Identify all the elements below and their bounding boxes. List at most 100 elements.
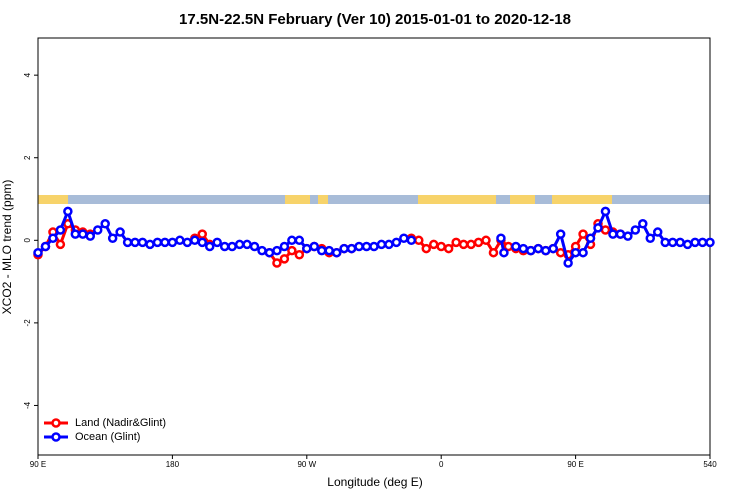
data-point [473, 237, 484, 248]
data-point [630, 225, 641, 235]
data-point [55, 225, 66, 235]
data-point [414, 235, 424, 246]
data-point [33, 247, 43, 258]
data-point [92, 225, 103, 235]
data-point [242, 239, 252, 250]
data-point [675, 237, 685, 248]
data-point [705, 237, 715, 248]
data-point [257, 245, 267, 256]
data-point [518, 243, 529, 254]
x-tick-label: 540 [703, 460, 717, 469]
land-mask-strip [38, 195, 710, 204]
data-point [354, 241, 364, 252]
data-point [697, 237, 708, 248]
data-point [294, 235, 305, 246]
data-point [428, 239, 439, 250]
data-point [197, 229, 208, 239]
data-point [309, 241, 320, 252]
data-point [406, 235, 417, 246]
data-point [399, 233, 409, 243]
y-tick-label: -4 [23, 401, 32, 409]
data-point [682, 239, 693, 250]
data-point [376, 239, 387, 250]
data-point [55, 239, 66, 250]
legend-marker [51, 432, 61, 442]
data-point [660, 237, 670, 248]
x-tick-label: 0 [439, 460, 444, 469]
data-point [443, 243, 454, 254]
data-point [279, 254, 290, 264]
data-point [204, 241, 215, 252]
data-point [458, 239, 469, 250]
data-point [623, 231, 633, 241]
data-point [115, 227, 125, 237]
data-point [190, 235, 200, 246]
data-point [511, 241, 521, 252]
data-point [481, 235, 491, 246]
data-point [279, 241, 290, 252]
data-point [533, 243, 544, 254]
data-point [107, 233, 118, 243]
data-point [540, 245, 551, 256]
data-point [63, 206, 73, 217]
data-point [585, 233, 596, 243]
data-point [78, 229, 88, 239]
data-point [85, 231, 96, 241]
data-point [145, 239, 155, 250]
data-point [526, 245, 536, 256]
data-point [488, 247, 499, 258]
data-point [175, 235, 185, 246]
data-point [249, 241, 260, 252]
data-point [302, 243, 312, 254]
data-point [272, 245, 282, 256]
data-point [578, 247, 588, 258]
data-point [593, 223, 603, 233]
data-point [331, 247, 342, 258]
data-point [182, 237, 193, 248]
data-point [570, 247, 581, 258]
data-point [40, 241, 51, 252]
legend-label: Ocean (Glint) [75, 431, 140, 443]
data-point [137, 237, 148, 248]
data-point [690, 237, 700, 248]
data-point [638, 219, 648, 229]
data-point [272, 258, 282, 268]
data-point [48, 233, 58, 243]
x-tick-label: 90 W [297, 460, 316, 469]
data-point [227, 241, 237, 252]
data-point [234, 239, 245, 250]
data-point [466, 239, 476, 250]
data-point [608, 229, 618, 239]
y-tick-label: 0 [23, 238, 32, 243]
data-point [652, 227, 663, 237]
data-point [555, 247, 566, 258]
data-point [563, 258, 573, 268]
y-tick-label: -2 [23, 319, 32, 327]
data-point [667, 237, 678, 248]
data-point [212, 237, 222, 248]
data-point [451, 237, 461, 248]
data-point [499, 247, 509, 258]
data-point [615, 229, 626, 239]
data-point [391, 237, 402, 248]
data-point [316, 245, 327, 256]
legend-marker [51, 418, 61, 428]
legend-label: Land (Nadir&Glint) [75, 417, 166, 429]
data-point [287, 235, 297, 246]
data-point [219, 241, 230, 252]
data-point [548, 243, 558, 254]
data-point [197, 237, 208, 248]
y-axis-label: XCO2 - MLO trend (ppm) [0, 180, 14, 315]
data-point [555, 229, 566, 239]
data-point [346, 243, 357, 254]
data-point [436, 241, 446, 252]
y-tick-label: 2 [23, 155, 32, 160]
chart-title: 17.5N-22.5N February (Ver 10) 2015-01-01… [179, 11, 571, 28]
data-point [130, 237, 140, 248]
data-point [600, 225, 611, 235]
data-point [324, 245, 334, 256]
data-point [122, 237, 133, 248]
data-point [645, 233, 656, 243]
data-point [100, 219, 110, 229]
